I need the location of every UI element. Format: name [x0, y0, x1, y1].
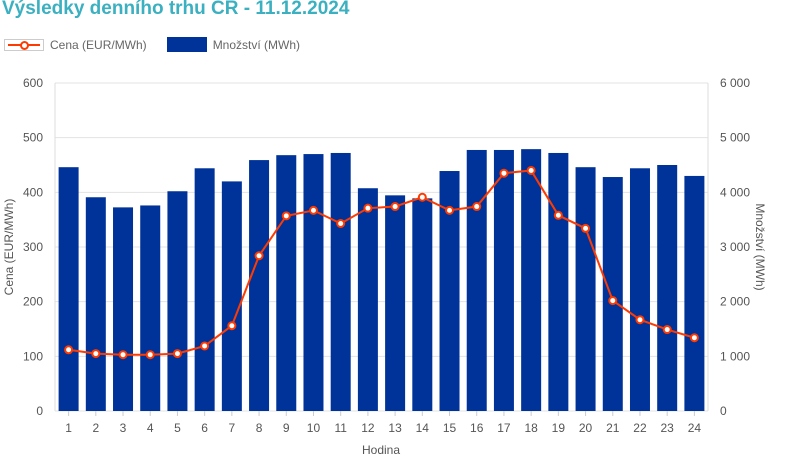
x-tick: 5: [174, 421, 181, 435]
bar-quantity: [466, 149, 487, 411]
point-price: [390, 202, 400, 212]
x-tick: 2: [92, 421, 99, 435]
bar-quantity: [194, 168, 215, 411]
point-price: [662, 325, 672, 335]
y-axis-right-label: Množství (MWh): [753, 203, 767, 290]
bar-quantity: [385, 195, 406, 411]
bar-quantity: [167, 191, 188, 411]
point-price: [64, 345, 74, 355]
x-tick: 7: [229, 421, 236, 435]
point-price: [281, 211, 291, 221]
legend-line-swatch[interactable]: [4, 38, 44, 51]
x-tick: 12: [361, 421, 375, 435]
x-tick: 21: [606, 421, 620, 435]
y-tick-left: 200: [23, 295, 43, 309]
bar-quantity: [521, 149, 542, 411]
chart-title: Výsledky denního trhu ČR - 11.12.2024: [2, 0, 350, 19]
bar-quantity: [412, 198, 433, 411]
x-tick: 8: [256, 421, 263, 435]
x-tick: 20: [579, 421, 593, 435]
point-price: [472, 202, 482, 212]
point-price: [417, 192, 427, 202]
point-price: [635, 315, 645, 325]
bar-quantity: [548, 152, 569, 411]
y-tick-right: 5 000: [720, 131, 750, 145]
point-price: [118, 350, 128, 360]
bar-quantity: [85, 197, 106, 411]
point-price: [145, 350, 155, 360]
bar-quantity: [58, 167, 79, 411]
x-tick: 23: [661, 421, 675, 435]
point-price: [91, 349, 101, 359]
legend-label-quantity[interactable]: Množství (MWh): [212, 37, 301, 52]
x-tick: 22: [633, 421, 647, 435]
y-tick-right: 6 000: [720, 76, 750, 90]
y-tick-left: 600: [23, 76, 43, 90]
y-tick-right: 4 000: [720, 185, 750, 199]
point-price: [526, 165, 536, 175]
bar-quantity: [330, 152, 351, 411]
bar-quantity: [249, 160, 270, 411]
bar-quantity: [684, 175, 705, 411]
x-tick: 4: [147, 421, 154, 435]
x-tick: 11: [334, 421, 347, 435]
bar-quantity: [357, 188, 378, 411]
x-tick: 16: [470, 421, 484, 435]
y-tick-left: 400: [23, 185, 43, 199]
y-tick-left: 100: [23, 349, 43, 363]
point-price: [254, 251, 264, 261]
y-tick-right: 1 000: [720, 349, 750, 363]
bar-quantity: [602, 177, 623, 411]
bar-quantity: [575, 167, 596, 411]
bar-quantity: [657, 165, 678, 411]
x-tick: 14: [416, 421, 430, 435]
y-tick-right: 3 000: [720, 240, 750, 254]
x-tick: 9: [283, 421, 290, 435]
legend-bar-swatch[interactable]: [166, 37, 207, 52]
point-price: [581, 223, 591, 233]
x-tick: 24: [688, 421, 702, 435]
point-price: [553, 210, 563, 220]
y-tick-left: 0: [36, 404, 43, 418]
x-tick: 13: [388, 421, 402, 435]
bar-quantity: [140, 205, 161, 411]
point-price: [445, 205, 455, 215]
x-tick: 10: [307, 421, 321, 435]
bar-quantity: [276, 155, 297, 411]
y-tick-left: 300: [23, 240, 43, 254]
point-price: [200, 341, 210, 351]
x-tick: 3: [120, 421, 127, 435]
legend-label-price[interactable]: Cena (EUR/MWh): [50, 37, 147, 52]
line-price: [68, 169, 695, 356]
bar-quantity: [493, 149, 514, 411]
y-axis-left-label: Cena (EUR/MWh): [2, 199, 16, 296]
point-price: [608, 296, 618, 306]
bar-quantity: [113, 207, 134, 411]
point-price: [308, 205, 318, 215]
x-tick: 18: [524, 421, 538, 435]
legend: Cena (EUR/MWh) Množství (MWh): [4, 37, 300, 52]
bar-quantity: [629, 168, 650, 411]
x-tick: 17: [497, 421, 511, 435]
x-tick: 19: [552, 421, 566, 435]
x-tick: 6: [201, 421, 208, 435]
y-tick-right: 2 000: [720, 295, 750, 309]
bar-quantity: [221, 181, 242, 411]
x-tick: 15: [443, 421, 457, 435]
point-price: [363, 203, 373, 213]
point-price: [172, 349, 182, 359]
y-tick-right: 0: [720, 404, 727, 418]
x-axis-label: Hodina: [362, 443, 400, 457]
point-price: [689, 333, 699, 343]
bar-quantity: [439, 171, 460, 411]
point-price: [336, 218, 346, 228]
point-price: [227, 321, 237, 331]
bar-quantity: [303, 154, 324, 412]
y-tick-left: 500: [23, 131, 43, 145]
point-price: [499, 168, 509, 178]
x-tick: 1: [65, 421, 72, 435]
